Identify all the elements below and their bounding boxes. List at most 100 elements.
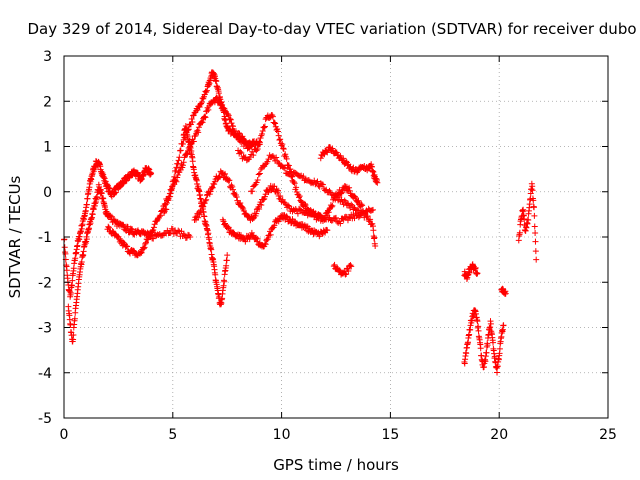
data-point: [207, 188, 214, 195]
data-point: [170, 177, 177, 184]
data-point: [289, 173, 296, 180]
data-point: [273, 154, 280, 161]
data-point: [71, 315, 78, 322]
data-point: [487, 324, 494, 331]
data-point: [184, 150, 191, 157]
data-point: [346, 262, 353, 269]
data-point: [257, 166, 264, 173]
data-point: [180, 159, 187, 166]
data-point: [283, 213, 290, 220]
data-point: [359, 202, 366, 209]
data-point: [531, 204, 538, 211]
data-point: [298, 198, 305, 205]
data-point: [198, 99, 205, 106]
data-point: [127, 225, 134, 232]
data-marks: [61, 69, 540, 376]
data-point: [156, 213, 163, 220]
data-point: [340, 155, 347, 162]
data-point: [235, 130, 242, 137]
data-point: [249, 188, 256, 195]
data-point: [532, 238, 539, 245]
data-point: [230, 123, 237, 130]
data-point: [221, 171, 228, 178]
data-point: [209, 184, 216, 191]
data-point: [346, 184, 353, 191]
series-track-j: [317, 144, 381, 186]
data-point: [338, 196, 345, 203]
data-point: [201, 113, 208, 120]
data-point: [228, 120, 235, 127]
data-point: [254, 146, 261, 153]
data-point: [227, 116, 234, 123]
data-point: [68, 282, 75, 289]
data-point: [223, 262, 230, 269]
data-point: [530, 197, 537, 204]
data-point: [163, 199, 170, 206]
data-point: [247, 140, 254, 147]
data-point: [275, 159, 282, 166]
data-point: [328, 203, 335, 210]
data-point: [278, 142, 285, 149]
data-point: [253, 147, 260, 154]
data-point: [302, 201, 309, 208]
data-point: [358, 201, 365, 208]
data-point: [105, 224, 112, 231]
data-point: [370, 227, 377, 234]
data-point: [124, 243, 131, 250]
data-point: [330, 263, 337, 270]
data-point: [108, 213, 115, 220]
data-point: [532, 229, 539, 236]
data-point: [220, 109, 227, 116]
x-tick-label: 5: [168, 427, 177, 443]
data-point: [317, 155, 324, 162]
data-point: [254, 235, 261, 242]
data-point: [212, 271, 219, 278]
data-point: [253, 238, 260, 245]
data-point: [150, 224, 157, 231]
data-point: [244, 141, 251, 148]
data-point: [269, 113, 276, 120]
data-point: [463, 350, 470, 357]
data-point: [525, 217, 532, 224]
data-point: [199, 119, 206, 126]
data-point: [280, 145, 287, 152]
data-point: [259, 130, 266, 137]
data-point: [142, 239, 149, 246]
data-point: [137, 249, 144, 256]
data-point: [262, 241, 269, 248]
data-point: [197, 101, 204, 108]
data-point: [188, 116, 195, 123]
data-point: [369, 206, 376, 213]
data-point: [483, 349, 490, 356]
data-point: [141, 244, 148, 251]
data-point: [167, 229, 174, 236]
data-point: [496, 345, 503, 352]
data-point: [66, 288, 73, 295]
data-point: [238, 150, 245, 157]
data-point: [487, 320, 494, 327]
data-point: [324, 227, 331, 234]
data-point: [247, 154, 254, 161]
data-point: [237, 148, 244, 155]
data-point: [215, 174, 222, 181]
data-point: [225, 112, 232, 119]
data-point: [253, 234, 260, 241]
data-point: [230, 186, 237, 193]
data-point: [206, 191, 213, 198]
data-point: [168, 187, 175, 194]
data-point: [271, 222, 278, 229]
data-point: [145, 233, 152, 240]
data-point: [230, 229, 237, 236]
data-point: [347, 262, 354, 269]
data-point: [150, 235, 157, 242]
data-point: [267, 231, 274, 238]
data-point: [333, 214, 339, 221]
data-point: [293, 184, 300, 191]
data-point: [337, 220, 344, 227]
data-point: [62, 250, 69, 257]
data-point: [345, 267, 352, 274]
data-point: [89, 211, 96, 218]
data-point: [94, 194, 101, 201]
data-point: [271, 119, 278, 126]
